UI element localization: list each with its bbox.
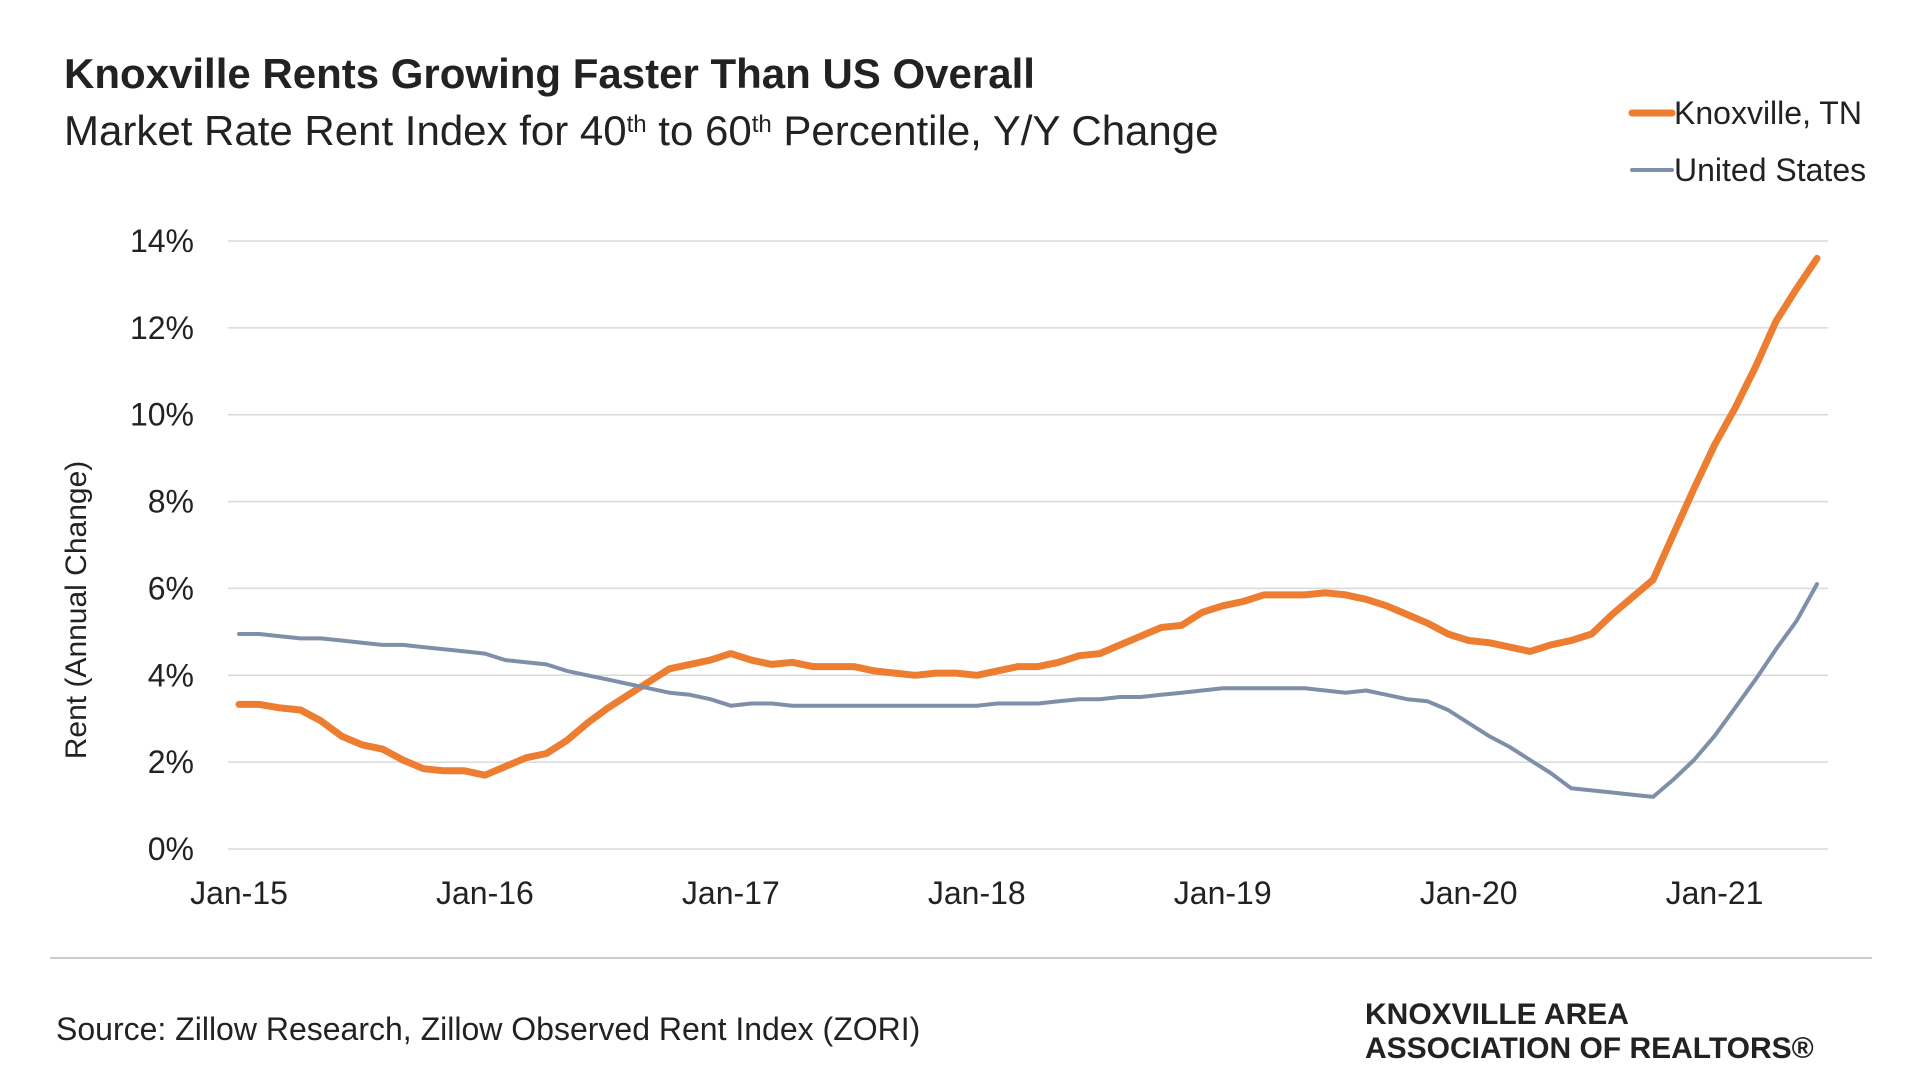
subtitle-part: Percentile, Y/Y Change xyxy=(772,107,1219,154)
y-tick-label: 4% xyxy=(148,657,194,693)
logo-line: ASSOCIATION OF REALTORS® xyxy=(1365,1032,1814,1065)
y-tick-label: 2% xyxy=(148,744,194,780)
chart-subtitle: Market Rate Rent Index for 40th to 60th … xyxy=(64,107,1219,154)
logo-line: KNOXVILLE AREA xyxy=(1365,998,1629,1031)
source: Source: Zillow Research, Zillow Observed… xyxy=(56,1011,920,1047)
subtitle-part: to 60 xyxy=(647,107,752,154)
legend-label: Knoxville, TN xyxy=(1674,95,1862,131)
y-tick-label: 14% xyxy=(130,223,194,259)
y-tick-label: 0% xyxy=(148,831,194,867)
x-tick-label: Jan-17 xyxy=(682,875,780,911)
series-line xyxy=(237,582,1819,799)
y-tick-label: 12% xyxy=(130,310,194,346)
x-tick-label: Jan-15 xyxy=(190,875,288,911)
y-tick-label: 6% xyxy=(148,570,194,606)
y-axis-label: Rent (Annual Change) xyxy=(60,461,93,760)
series-line xyxy=(235,254,1821,779)
x-tick-label: Jan-16 xyxy=(436,875,534,911)
x-tick-label: Jan-21 xyxy=(1666,875,1764,911)
superscript: th xyxy=(752,111,772,138)
superscript: th xyxy=(627,111,647,138)
subtitle-part: Market Rate Rent Index for 40 xyxy=(64,107,627,154)
chart-title: Knoxville Rents Growing Faster Than US O… xyxy=(64,50,1035,97)
y-tick-label: 8% xyxy=(148,484,194,520)
x-tick-label: Jan-19 xyxy=(1174,875,1272,911)
y-tick-label: 10% xyxy=(130,397,194,433)
legend-label: United States xyxy=(1674,152,1866,188)
x-tick-label: Jan-18 xyxy=(928,875,1026,911)
x-tick-label: Jan-20 xyxy=(1420,875,1518,911)
